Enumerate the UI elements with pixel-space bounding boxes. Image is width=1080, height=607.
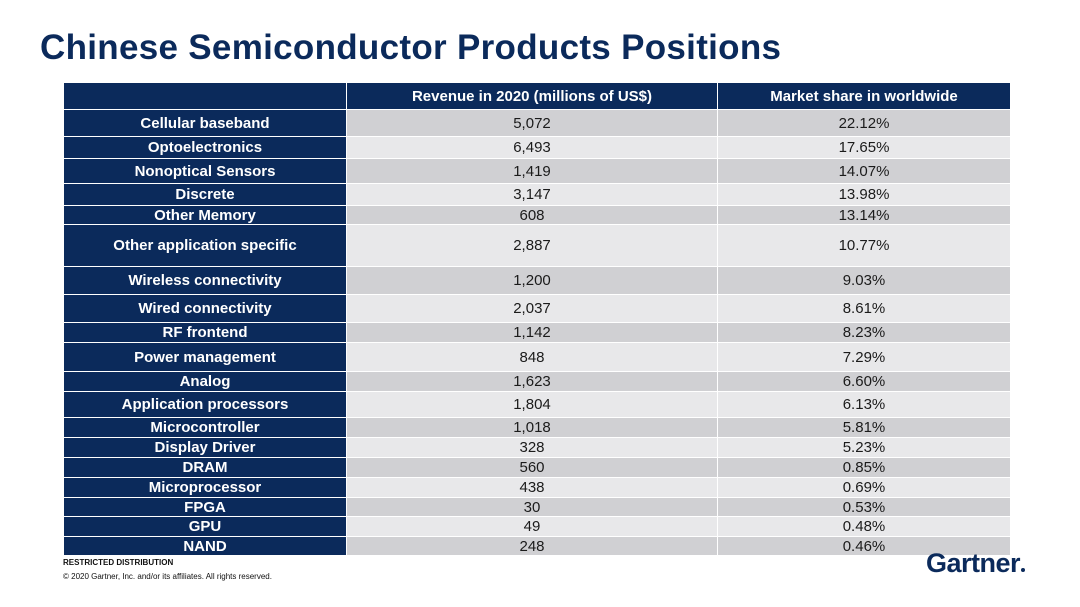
revenue-cell: 49 <box>346 516 718 537</box>
share-cell: 7.29% <box>717 342 1011 372</box>
row-label: Microprocessor <box>63 477 347 498</box>
table-row: Other application specific 2,887 10.77% <box>63 224 1011 267</box>
share-cell: 6.13% <box>717 391 1011 418</box>
row-label: Optoelectronics <box>63 136 347 159</box>
header-market-share: Market share in worldwide <box>717 82 1011 110</box>
table-row: Display Driver 328 5.23% <box>63 437 1011 458</box>
page-title: Chinese Semiconductor Products Positions <box>40 28 782 67</box>
revenue-cell: 5,072 <box>346 109 718 137</box>
share-cell: 13.14% <box>717 205 1011 225</box>
revenue-cell: 2,037 <box>346 294 718 323</box>
table-row: Cellular baseband 5,072 22.12% <box>63 109 1011 137</box>
table-header-row: Revenue in 2020 (millions of US$) Market… <box>63 82 1011 110</box>
share-cell: 22.12% <box>717 109 1011 137</box>
revenue-cell: 6,493 <box>346 136 718 159</box>
row-label: GPU <box>63 516 347 537</box>
revenue-cell: 2,887 <box>346 224 718 267</box>
table-row: Nonoptical Sensors 1,419 14.07% <box>63 158 1011 184</box>
row-label: Discrete <box>63 183 347 206</box>
row-label: DRAM <box>63 457 347 478</box>
table-row: RF frontend 1,142 8.23% <box>63 322 1011 343</box>
revenue-cell: 1,200 <box>346 266 718 295</box>
restricted-distribution-label: RESTRICTED DISTRIBUTION <box>63 558 174 567</box>
share-cell: 5.81% <box>717 417 1011 438</box>
share-cell: 13.98% <box>717 183 1011 206</box>
revenue-cell: 30 <box>346 497 718 517</box>
logo-dot <box>1021 568 1026 572</box>
row-label: Nonoptical Sensors <box>63 158 347 184</box>
share-cell: 9.03% <box>717 266 1011 295</box>
table-row: Other Memory 608 13.14% <box>63 205 1011 225</box>
share-cell: 0.48% <box>717 516 1011 537</box>
row-label: NAND <box>63 536 347 556</box>
table-row: Wired connectivity 2,037 8.61% <box>63 294 1011 323</box>
row-label: Application processors <box>63 391 347 418</box>
revenue-cell: 3,147 <box>346 183 718 206</box>
table-row: NAND 248 0.46% <box>63 536 1011 556</box>
table-row: GPU 49 0.48% <box>63 516 1011 537</box>
row-label: Other application specific <box>63 224 347 267</box>
share-cell: 5.23% <box>717 437 1011 458</box>
row-label: Cellular baseband <box>63 109 347 137</box>
row-label: Display Driver <box>63 437 347 458</box>
share-cell: 8.61% <box>717 294 1011 323</box>
table-row: FPGA 30 0.53% <box>63 497 1011 517</box>
share-cell: 8.23% <box>717 322 1011 343</box>
logo-text: Gartner <box>926 548 1021 578</box>
row-label: Wireless connectivity <box>63 266 347 295</box>
revenue-cell: 608 <box>346 205 718 225</box>
row-label: Wired connectivity <box>63 294 347 323</box>
share-cell: 0.46% <box>717 536 1011 556</box>
row-label: Microcontroller <box>63 417 347 438</box>
row-label: Other Memory <box>63 205 347 225</box>
revenue-cell: 848 <box>346 342 718 372</box>
share-cell: 0.53% <box>717 497 1011 517</box>
revenue-cell: 328 <box>346 437 718 458</box>
revenue-cell: 1,142 <box>346 322 718 343</box>
row-label: Analog <box>63 371 347 392</box>
revenue-cell: 438 <box>346 477 718 498</box>
gartner-logo: Gartner <box>926 548 1026 579</box>
row-label: FPGA <box>63 497 347 517</box>
row-label: Power management <box>63 342 347 372</box>
table-row: Wireless connectivity 1,200 9.03% <box>63 266 1011 295</box>
row-label: RF frontend <box>63 322 347 343</box>
revenue-cell: 1,623 <box>346 371 718 392</box>
table-row: Power management 848 7.29% <box>63 342 1011 372</box>
header-revenue: Revenue in 2020 (millions of US$) <box>346 82 718 110</box>
share-cell: 17.65% <box>717 136 1011 159</box>
table-row: Microprocessor 438 0.69% <box>63 477 1011 498</box>
share-cell: 14.07% <box>717 158 1011 184</box>
revenue-cell: 248 <box>346 536 718 556</box>
revenue-cell: 1,419 <box>346 158 718 184</box>
table-row: Application processors 1,804 6.13% <box>63 391 1011 418</box>
table-row: Analog 1,623 6.60% <box>63 371 1011 392</box>
share-cell: 6.60% <box>717 371 1011 392</box>
copyright-notice: © 2020 Gartner, Inc. and/or its affiliat… <box>63 572 272 581</box>
share-cell: 0.69% <box>717 477 1011 498</box>
table-row: Optoelectronics 6,493 17.65% <box>63 136 1011 159</box>
header-corner-cell <box>63 82 347 110</box>
share-cell: 0.85% <box>717 457 1011 478</box>
revenue-cell: 1,018 <box>346 417 718 438</box>
revenue-cell: 1,804 <box>346 391 718 418</box>
table-row: DRAM 560 0.85% <box>63 457 1011 478</box>
revenue-cell: 560 <box>346 457 718 478</box>
product-positions-table: Revenue in 2020 (millions of US$) Market… <box>63 82 1011 556</box>
table-row: Discrete 3,147 13.98% <box>63 183 1011 206</box>
share-cell: 10.77% <box>717 224 1011 267</box>
table-row: Microcontroller 1,018 5.81% <box>63 417 1011 438</box>
